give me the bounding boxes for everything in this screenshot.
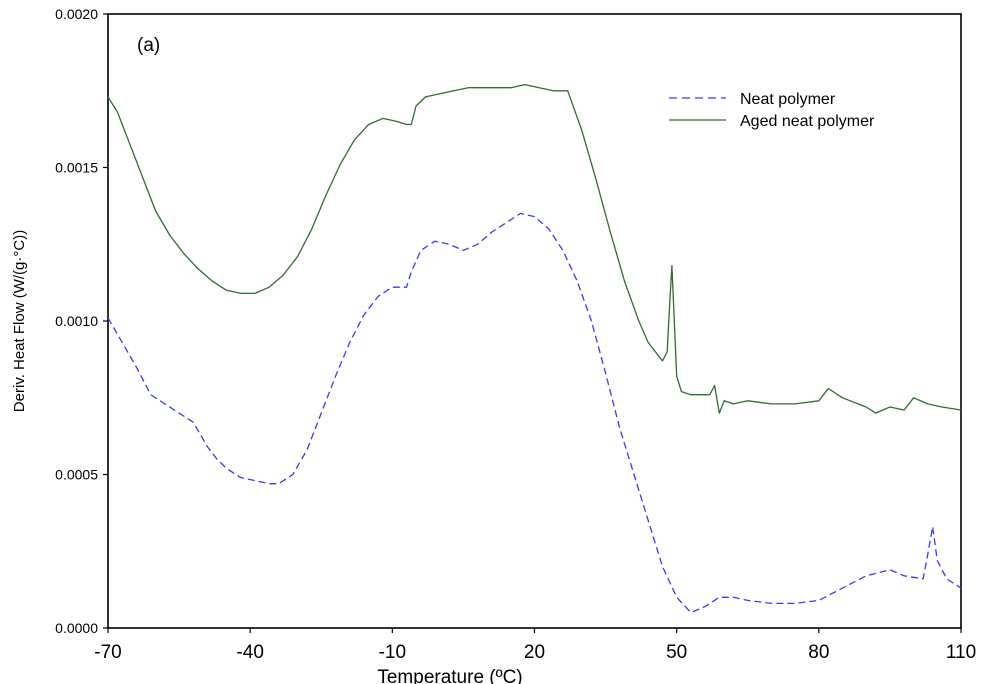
panel-label: (a) [137,35,160,56]
x-tick-label: 110 [946,642,976,663]
x-tick-label: -40 [236,642,263,663]
y-tick-label: 0.0015 [55,160,98,176]
x-tick-label: -70 [94,642,121,663]
y-tick-label: 0.0000 [55,620,98,636]
y-axis: 0.0000 0.0005 0.0010 0.0015 0.0020 [55,6,108,636]
series-line-aged-neat-polymer [107,83,962,414]
x-tick-label: 80 [808,642,829,663]
y-tick-label: 0.0010 [55,313,98,329]
x-tick-label: -10 [379,642,406,663]
x-axis-label: Temperature (ºC) [377,667,522,684]
series-line-neat-polymer [107,212,962,614]
x-tick-label: 20 [524,642,545,663]
series-lines [107,83,962,614]
legend-label-neat-polymer: Neat polymer [740,91,836,108]
y-axis-label: Deriv. Heat Flow (W/(g·°C)) [11,230,28,412]
legend-label-aged-neat-polymer: Aged neat polymer [740,113,875,130]
y-tick-label: 0.0005 [55,467,98,483]
legend: Neat polymer Aged neat polymer [669,91,875,130]
y-tick-label: 0.0020 [55,6,98,22]
x-axis: -70 -40 -10 20 50 80 110 [94,628,976,663]
x-tick-label: 50 [666,642,687,663]
